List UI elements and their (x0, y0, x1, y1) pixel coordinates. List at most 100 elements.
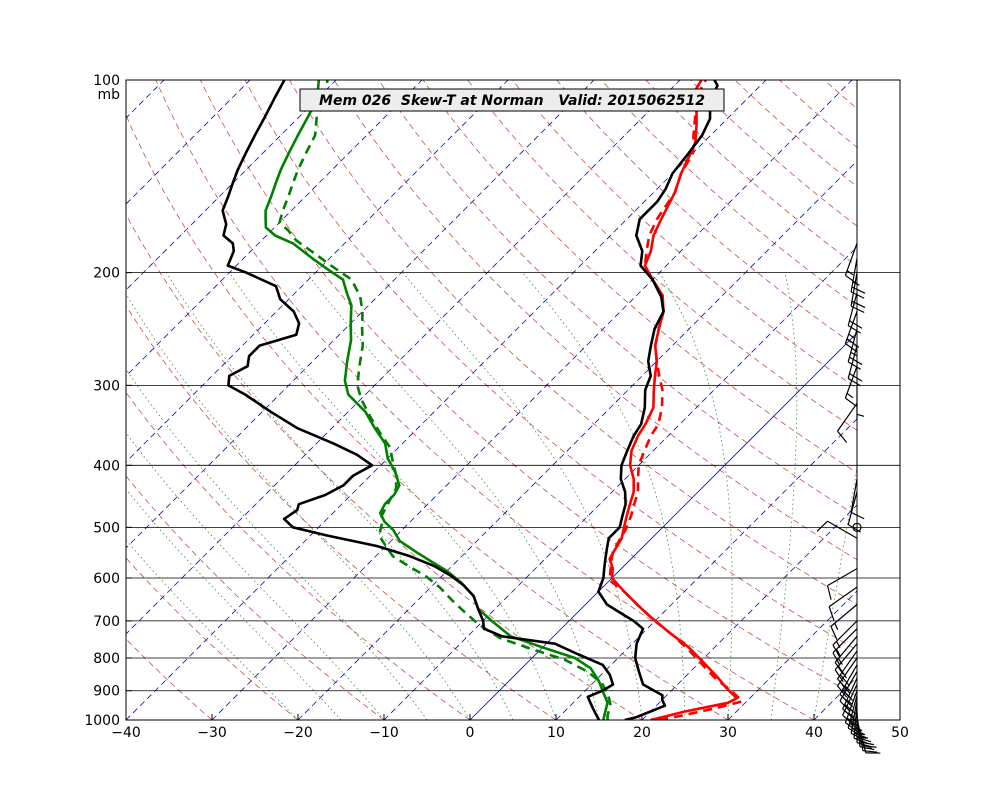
x-ticks: −40 −30 −20 −10 0 10 20 30 40 50 (111, 714, 909, 741)
wind-barb (844, 243, 858, 285)
barb-flag (842, 708, 855, 719)
barb-flag (849, 373, 863, 382)
barb-half-flag (850, 351, 858, 357)
barb-shaft (850, 478, 858, 513)
x-tick-label: 40 (805, 725, 823, 741)
barb-shaft (847, 491, 858, 525)
dry-adiabat (333, 80, 857, 561)
chart-title: Mem 026 Skew-T at Norman Valid: 20150625… (319, 93, 705, 109)
zero-isotherm (469, 332, 857, 720)
x-tick-label: 20 (633, 725, 651, 741)
chart-title-box (299, 88, 725, 112)
dry-adiabat (155, 80, 815, 720)
y-tick-label: 300 (93, 378, 120, 394)
barb-flag (849, 320, 863, 329)
barb-flag (847, 325, 861, 334)
wind-barb (839, 664, 858, 706)
barb-flag (859, 746, 875, 751)
barb-half-flag (835, 641, 841, 649)
barb-flag (844, 703, 857, 715)
isotherm (126, 80, 251, 205)
wind-barb (847, 491, 861, 533)
x-tick-label: 50 (891, 725, 909, 741)
barb-half-flag (848, 712, 856, 719)
barb-shaft (837, 657, 858, 687)
dry-adiabat (556, 80, 857, 348)
dry-adiabat (913, 80, 1000, 720)
other_profile-solid-line (597, 80, 719, 720)
wind-barb (834, 643, 858, 683)
barb-flag (839, 693, 851, 706)
barb-flag (847, 377, 861, 387)
wind-barb (847, 292, 863, 334)
moist-adiabat (770, 272, 798, 720)
barb-flag (847, 727, 861, 737)
barb-shaft (837, 402, 858, 432)
barb-flag (853, 737, 868, 744)
barb-half-flag (858, 736, 867, 739)
x-tick-label: −40 (111, 725, 141, 741)
wind-barb (826, 568, 858, 600)
barb-flag (828, 606, 835, 621)
barb-flag (830, 626, 838, 640)
dry-adiabat (422, 80, 857, 474)
wind-barb (837, 402, 858, 443)
isotherm (211, 80, 853, 720)
dry-adiabat (126, 305, 557, 720)
barb-flag (846, 717, 860, 727)
barb-shaft (839, 664, 858, 695)
barb-shaft (834, 635, 858, 663)
barb-shaft (830, 604, 858, 627)
barb-flag (851, 286, 866, 294)
wind-barb (844, 365, 858, 408)
y-tick-label: 400 (93, 458, 120, 474)
barb-shaft (850, 272, 858, 307)
barb-flag (839, 674, 851, 687)
wind-barb (832, 620, 858, 658)
barb-shaft (834, 643, 858, 671)
dry-adiabat (200, 80, 857, 697)
barb-shaft (832, 628, 858, 654)
dry-adiabat (126, 475, 385, 720)
dry-adiabat (467, 80, 857, 431)
barb-flag (826, 585, 832, 600)
barb-shaft (839, 671, 858, 702)
dry-adiabat (958, 80, 1000, 720)
x-tick-label: −30 (197, 725, 227, 741)
moist-adiabat (126, 368, 428, 720)
barb-flag (849, 356, 863, 366)
wind-barb (828, 586, 858, 621)
barb-flag (837, 685, 848, 698)
barb-shaft (844, 690, 858, 723)
wind-barb (844, 311, 860, 353)
wind-barb (844, 690, 860, 732)
plot-frame (125, 79, 901, 721)
barb-half-flag (837, 658, 843, 665)
dry-adiabat (126, 114, 729, 720)
dry-adiabat (126, 213, 643, 720)
barb-half-flag (835, 648, 841, 656)
wind-barb (832, 628, 858, 666)
barb-flag (834, 662, 844, 675)
wind-barb (856, 385, 865, 420)
barb-flag (845, 274, 858, 285)
barb-flag (834, 669, 844, 683)
wind-barb (830, 604, 858, 640)
isobar-lines (126, 272, 900, 692)
isotherm (641, 504, 857, 720)
barb-shaft (827, 568, 858, 587)
temperature-dashed-line (608, 80, 744, 720)
isotherm (126, 80, 423, 377)
y-tick-label: 100 (93, 73, 120, 89)
barb-flag (845, 397, 858, 408)
dry-adiabat (126, 557, 299, 720)
barb-shaft (828, 586, 858, 608)
isotherm (900, 80, 1000, 720)
barb-flag (849, 722, 863, 732)
isotherm (126, 80, 767, 720)
wind-barb (847, 328, 863, 370)
profile-lines (221, 80, 744, 720)
x-tick-label: 10 (547, 725, 565, 741)
wind-barb (842, 677, 858, 719)
